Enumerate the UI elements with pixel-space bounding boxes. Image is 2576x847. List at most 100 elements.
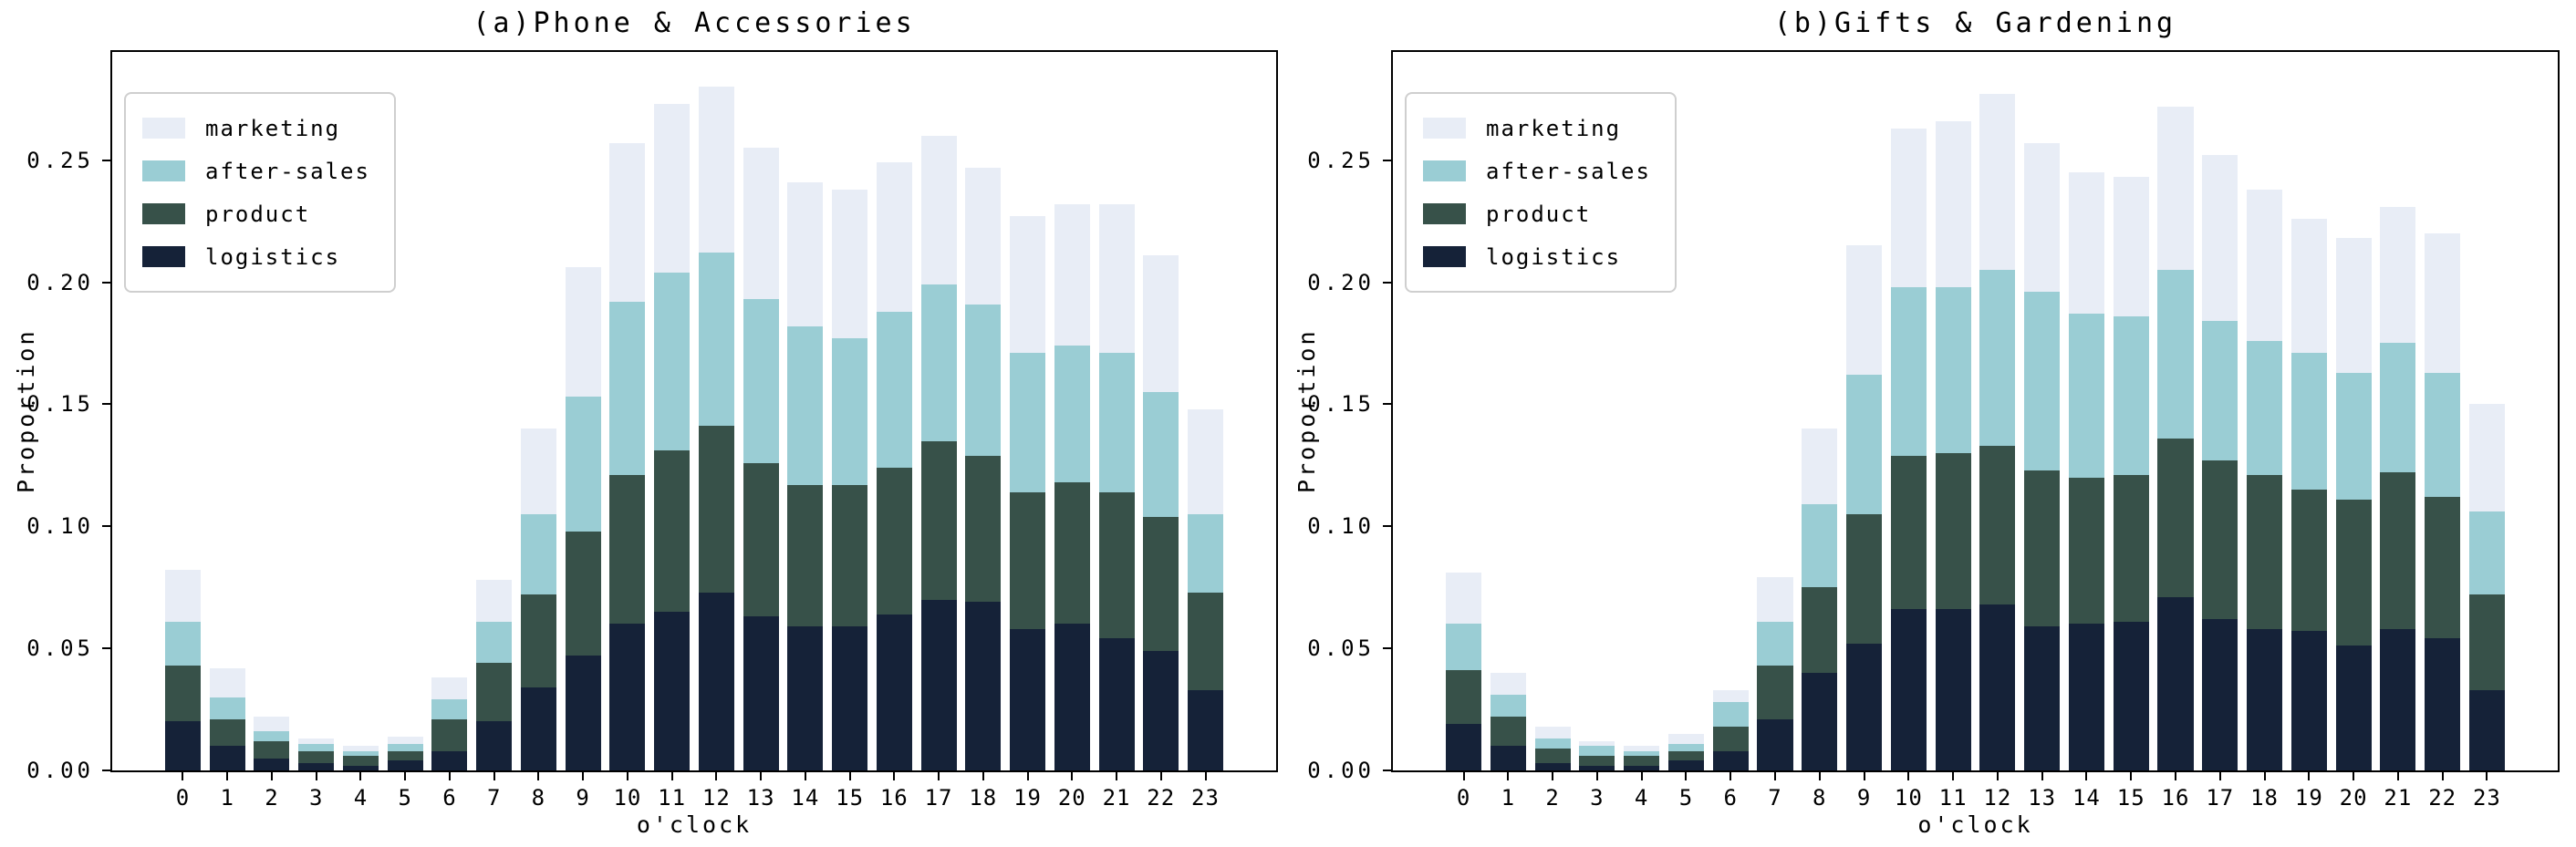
- x-tick-label: 11: [1938, 785, 1968, 811]
- y-tick-mark: [102, 525, 112, 528]
- bar-segment: [2024, 626, 2061, 770]
- y-tick-mark: [102, 281, 112, 284]
- bar-segment: [298, 762, 335, 770]
- x-tick-label: 20: [1057, 785, 1086, 811]
- x-tick-label: 16: [879, 785, 909, 811]
- bar-segment: [476, 721, 513, 770]
- legend-entry: marketing: [1423, 107, 1651, 150]
- x-tick-mark: [2308, 770, 2311, 780]
- bar-segment: [1624, 746, 1660, 751]
- bar-segment: [1534, 748, 1571, 763]
- bar-segment: [1143, 392, 1179, 517]
- bar-segment: [431, 699, 468, 719]
- x-tick-mark: [582, 770, 585, 780]
- x-tick-label: 3: [1590, 785, 1605, 811]
- x-tick-mark: [2486, 770, 2488, 780]
- x-tick-label: 19: [2294, 785, 2323, 811]
- x-tick-mark: [715, 770, 718, 780]
- bar-segment: [2380, 472, 2416, 629]
- plot-area-a: 0.00 0.05 0.10 0.15 0.20 0.25 0 1 2 3 4 5 6 7 8 9 10 11 12…: [26, 50, 1278, 811]
- bar-segment: [2290, 490, 2327, 632]
- bar-segment: [2202, 619, 2238, 770]
- bar-segment: [1667, 750, 1704, 761]
- bar-segment: [2113, 475, 2149, 622]
- bar-segment: [2247, 189, 2283, 341]
- x-tick-mark: [448, 770, 451, 780]
- x-tick-mark: [359, 770, 362, 780]
- bar-segment: [920, 599, 957, 770]
- y-tick-mark: [1383, 159, 1393, 161]
- x-tick-label: 20: [2339, 785, 2368, 811]
- bar-segment: [1010, 216, 1046, 354]
- legend-label: after-sales: [205, 158, 370, 184]
- x-tick-mark: [1507, 770, 1510, 780]
- plot-area-b: 0.00 0.05 0.10 0.15 0.20 0.25 0 1 2 3 4 5 6 7 8 9 10 11 12…: [1307, 50, 2560, 811]
- legend-entry: after-sales: [1423, 150, 1651, 192]
- bar-segment: [1054, 346, 1090, 483]
- bar-segment: [1098, 638, 1135, 770]
- x-tick-label: 16: [2161, 785, 2190, 811]
- bar-segment: [2068, 477, 2104, 625]
- bar-segment: [1143, 516, 1179, 651]
- x-tick-mark: [1729, 770, 1732, 780]
- bar-segment: [609, 624, 646, 770]
- bar-segment: [1446, 624, 1482, 671]
- legend-label: product: [205, 201, 311, 227]
- bar-segment: [209, 667, 245, 697]
- x-tick-label: 21: [2384, 785, 2413, 811]
- legend-swatch-product: [142, 203, 185, 224]
- y-tick-mark: [1383, 281, 1393, 284]
- bar-segment: [165, 570, 201, 622]
- bar-segment: [298, 750, 335, 763]
- x-tick-mark: [2174, 770, 2176, 780]
- x-tick-label: 0: [175, 785, 191, 811]
- bar-segment: [2468, 404, 2505, 512]
- chart-title-b: (b)Gifts & Gardening: [1773, 7, 2177, 39]
- legend: marketing after-sales product logistics: [1405, 92, 1677, 293]
- bar-segment: [1935, 286, 1971, 453]
- bar-segment: [431, 750, 468, 770]
- bar-segment: [1979, 604, 2016, 770]
- y-tick-mark: [102, 770, 112, 771]
- bar-segment: [1010, 628, 1046, 770]
- bar-segment: [609, 475, 646, 625]
- x-tick-mark: [182, 770, 184, 780]
- legend-swatch-marketing: [142, 118, 185, 139]
- bar-segment: [1188, 408, 1223, 514]
- bar-segment: [520, 513, 556, 595]
- bar-segment: [920, 440, 957, 600]
- bar-segment: [2157, 596, 2194, 770]
- bar-segment: [165, 665, 201, 722]
- legend: marketing after-sales product logistics: [124, 92, 396, 293]
- x-tick-label: 2: [265, 785, 279, 811]
- x-tick-label: 7: [1768, 785, 1782, 811]
- x-tick-label: 15: [2116, 785, 2145, 811]
- bar-segment: [2113, 621, 2149, 770]
- x-tick-label: 3: [308, 785, 324, 811]
- x-tick-label: 1: [1501, 785, 1516, 811]
- x-tick-mark: [2085, 770, 2088, 780]
- bar-segment: [1579, 740, 1615, 747]
- bar-segment: [965, 167, 1002, 305]
- y-tick-label: 0.05: [26, 635, 94, 662]
- x-tick-mark: [315, 770, 317, 780]
- x-tick-mark: [1462, 770, 1465, 780]
- x-tick-label: 13: [746, 785, 775, 811]
- x-tick-mark: [2353, 770, 2355, 780]
- y-tick-label: 0.25: [1307, 147, 1375, 173]
- bar-segment: [1490, 695, 1526, 718]
- bar-segment: [2068, 314, 2104, 478]
- legend-swatch-product: [1423, 203, 1466, 224]
- x-tick-mark: [848, 770, 851, 780]
- y-tick-label: 0.10: [26, 513, 94, 540]
- bar-segment: [2068, 172, 2104, 315]
- bar-segment: [2380, 628, 2416, 770]
- bar-segment: [1188, 689, 1223, 770]
- bar-segment: [209, 746, 245, 770]
- bar-segment: [565, 531, 601, 656]
- x-tick-mark: [760, 770, 763, 780]
- bar-segment: [1712, 689, 1749, 703]
- x-tick-mark: [2218, 770, 2221, 780]
- bar-segment: [965, 602, 1002, 770]
